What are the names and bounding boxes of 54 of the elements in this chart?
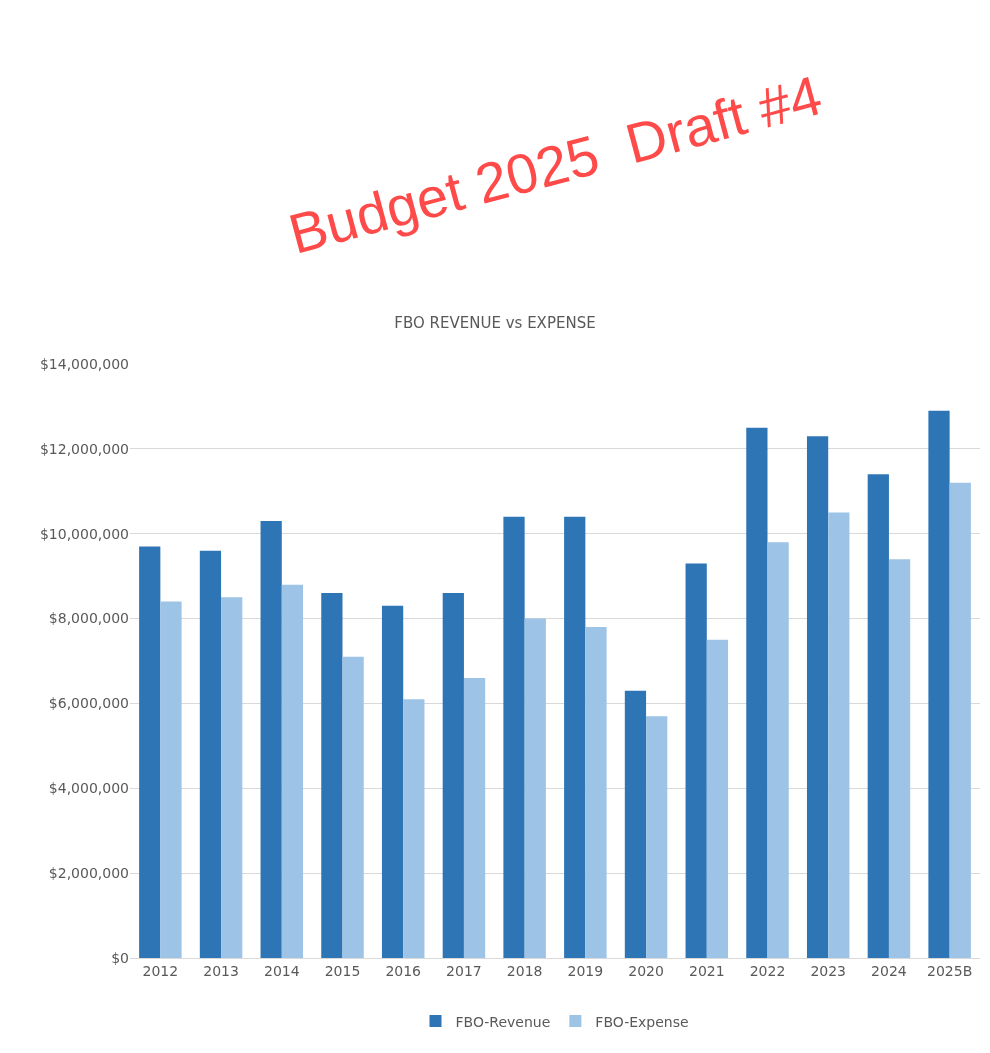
legend-label: FBO-Revenue xyxy=(455,1013,551,1030)
bar xyxy=(281,584,304,958)
bar xyxy=(928,410,950,958)
bar xyxy=(221,597,243,958)
x-tick-label: 2013 xyxy=(203,962,239,979)
y-tick-label: $12,000,000 xyxy=(39,440,129,457)
bar xyxy=(503,516,525,958)
bar xyxy=(806,436,829,958)
y-tick-label: $6,000,000 xyxy=(48,695,129,712)
y-tick-label: $10,000,000 xyxy=(39,525,129,542)
bar xyxy=(321,593,343,958)
bar xyxy=(564,516,586,958)
bar xyxy=(199,550,222,958)
bar xyxy=(888,559,911,958)
bar xyxy=(342,656,364,958)
y-tick-label: $14,000,000 xyxy=(39,355,129,372)
x-tick-label: 2024 xyxy=(871,962,907,979)
y-tick-label: $4,000,000 xyxy=(48,780,129,797)
text: Budget 2025 Draft #4 xyxy=(282,63,828,266)
x-tick-label: 2021 xyxy=(688,962,725,979)
bar xyxy=(828,512,850,958)
bar xyxy=(524,618,546,958)
bar xyxy=(442,593,464,958)
x-tick-label: 2016 xyxy=(385,962,422,979)
bar xyxy=(463,677,486,958)
bar xyxy=(685,563,707,958)
x-tick-label: 2023 xyxy=(810,962,847,979)
y-tick-label: $0 xyxy=(111,949,129,966)
y-tick-label: $2,000,000 xyxy=(48,865,129,882)
bar xyxy=(381,605,404,958)
bar xyxy=(160,601,182,958)
x-tick-label: 2018 xyxy=(506,962,543,979)
bar xyxy=(260,520,282,958)
bar xyxy=(767,542,789,958)
legend-label: FBO-Expense xyxy=(595,1013,689,1030)
bar xyxy=(746,427,768,958)
x-tick-label: 2025B xyxy=(927,962,973,979)
bar xyxy=(867,474,889,958)
bar xyxy=(646,716,668,958)
x-tick-label: 2019 xyxy=(567,962,604,979)
y-tick-label: $8,000,000 xyxy=(48,610,129,627)
x-tick-label: 2017 xyxy=(446,962,482,979)
chart-title: FBO REVENUE vs EXPENSE xyxy=(394,314,596,333)
bar xyxy=(403,699,425,958)
x-tick-label: 2020 xyxy=(628,962,664,979)
bar xyxy=(949,482,971,958)
x-tick-label: 2012 xyxy=(142,962,179,979)
bar xyxy=(139,546,161,958)
x-tick-label: 2022 xyxy=(749,962,786,979)
bar xyxy=(624,690,647,958)
bar xyxy=(585,627,607,958)
x-tick-label: 2015 xyxy=(324,962,361,979)
x-tick-label: 2014 xyxy=(263,962,300,979)
bar xyxy=(706,639,729,958)
